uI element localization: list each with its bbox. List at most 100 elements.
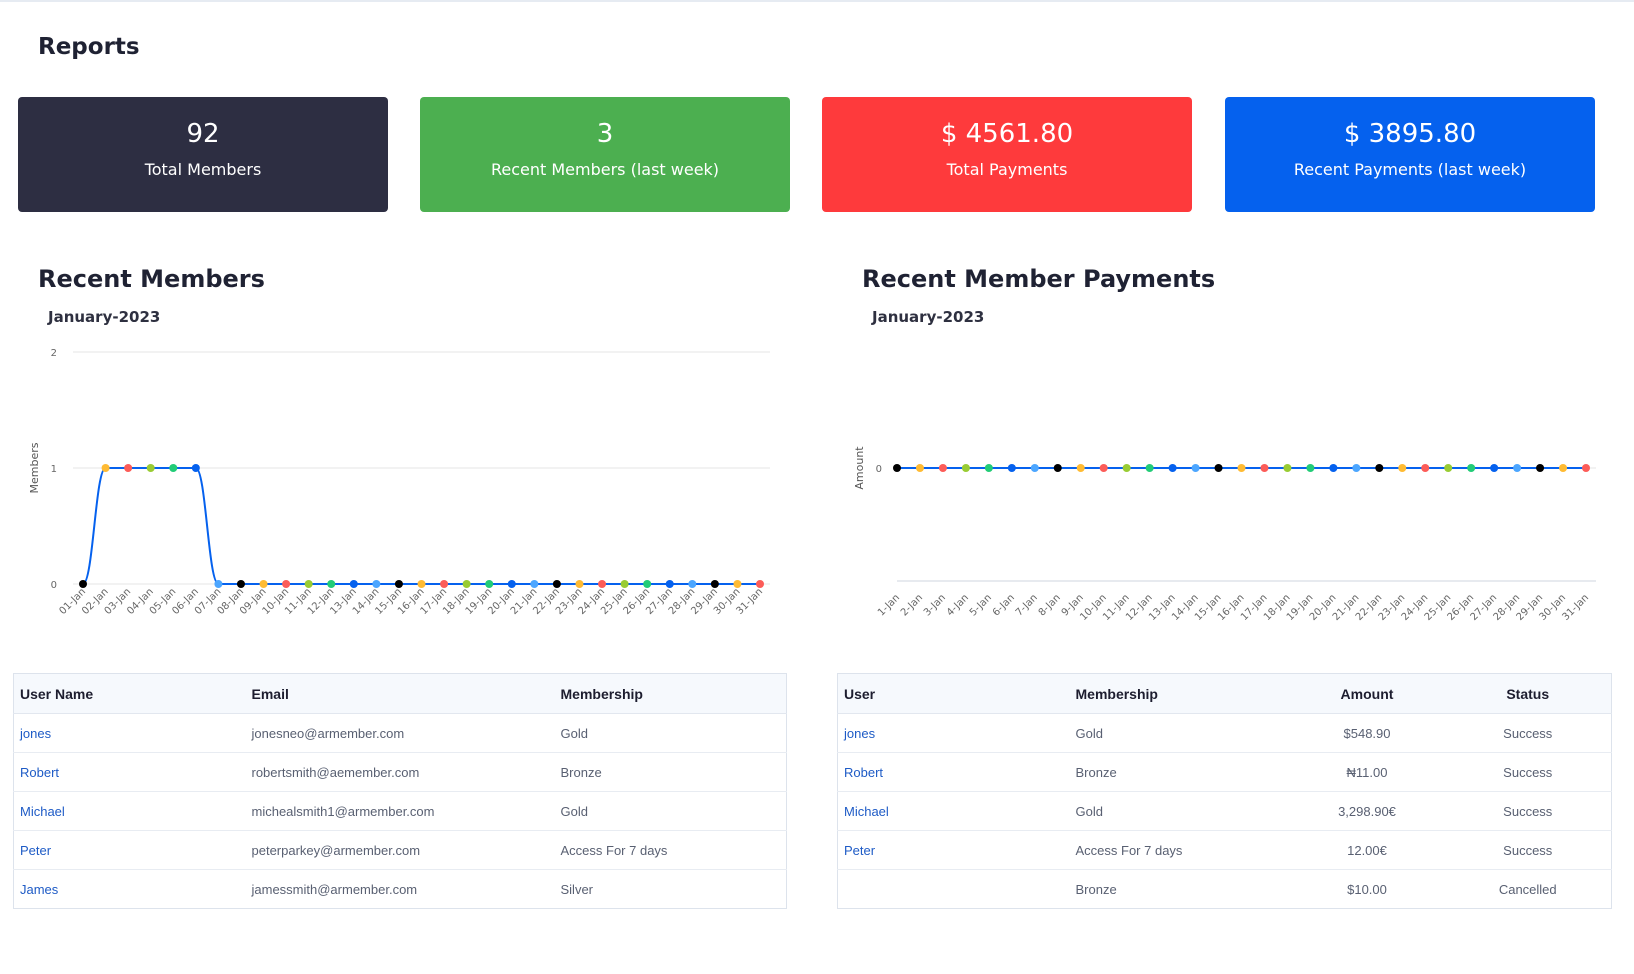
payment-status: Success — [1444, 791, 1612, 831]
recent-members-label: Recent Members (last week) — [490, 160, 720, 179]
data-point — [1559, 464, 1568, 472]
table-header-row: User Membership Amount Status — [837, 673, 1612, 714]
payment-user-link[interactable] — [838, 870, 1070, 909]
member-membership: Access For 7 days — [554, 830, 787, 870]
data-point — [349, 580, 358, 588]
table-row: Peter peterparkey@armember.com Access Fo… — [13, 830, 787, 870]
payment-membership: Gold — [1069, 791, 1290, 831]
y-axis-title: Amount — [853, 446, 866, 490]
data-point — [169, 464, 178, 472]
data-point — [915, 464, 924, 472]
table-row: Robert robertsmith@aemember.com Bronze — [13, 752, 787, 792]
payment-status: Success — [1444, 830, 1612, 870]
payment-user-link[interactable]: Michael — [837, 791, 1070, 831]
data-point — [688, 580, 697, 588]
total-members-label: Total Members — [144, 160, 262, 179]
recent-payments-card: $ 3895.80 Recent Payments (last week) — [1225, 97, 1595, 212]
data-point — [214, 580, 223, 588]
member-user-link[interactable]: Robert — [13, 752, 246, 792]
payment-amount: 3,298.90€ — [1289, 791, 1445, 831]
x-tick-label: 8-Jan — [1037, 592, 1063, 618]
data-point — [1421, 464, 1430, 472]
payments-line-chart: 0 Amount 1-Jan2-Jan3-Jan4-Jan5-Jan6-Jan7-J… — [853, 446, 1596, 623]
data-point — [1398, 464, 1407, 472]
data-point — [394, 580, 403, 588]
member-user-link[interactable]: jones — [13, 713, 246, 753]
data-point — [1444, 464, 1453, 472]
member-user-link[interactable]: Michael — [13, 791, 246, 831]
data-point — [259, 580, 268, 588]
member-user-link[interactable]: James — [20, 881, 59, 897]
data-point — [462, 580, 471, 588]
data-point — [756, 580, 764, 588]
data-point — [1076, 464, 1085, 472]
data-point — [1237, 464, 1246, 472]
data-point — [643, 580, 652, 588]
x-tick-label: 1-Jan — [876, 592, 902, 618]
data-point — [1214, 464, 1223, 472]
recent-members-chart-subtitle: January-2023 — [48, 308, 161, 326]
table-row: jones Gold $548.90 Success — [837, 713, 1612, 753]
data-point — [440, 580, 449, 588]
x-tick-label: 3-Jan — [922, 592, 948, 618]
data-point — [485, 580, 494, 588]
x-tick-label: 31-Jan — [1560, 592, 1591, 623]
column-header-email: Email — [245, 673, 555, 714]
recent-payments-table: User Membership Amount Status jones Gold… — [837, 673, 1612, 909]
table-row: Bronze $10.00 Cancelled — [838, 870, 1612, 909]
member-email: jamessmith@armember.com — [251, 881, 418, 897]
payment-user-link[interactable]: Robert — [837, 752, 1070, 792]
x-tick-label: 2-Jan — [899, 592, 925, 618]
recent-members-card: 3 Recent Members (last week) — [420, 97, 790, 212]
data-point — [304, 580, 313, 588]
table-row: Michael michealsmith1@armember.com Gold — [13, 791, 787, 831]
data-point — [1191, 464, 1200, 472]
column-header-membership: Membership — [554, 673, 787, 714]
payment-membership: Bronze — [1069, 752, 1290, 792]
payment-membership: Gold — [1069, 713, 1290, 753]
data-point — [1490, 464, 1499, 472]
y-tick-label: 2 — [51, 348, 57, 359]
recent-members-value: 3 — [596, 119, 614, 149]
total-members-card: 92 Total Members — [18, 97, 388, 212]
table-row: jones jonesneo@armember.com Gold — [13, 713, 787, 753]
data-point — [101, 464, 110, 472]
data-point — [191, 464, 200, 472]
data-point — [1283, 464, 1292, 472]
payment-user-link[interactable]: Peter — [837, 830, 1070, 870]
table-header-row: User Name Email Membership — [13, 673, 787, 714]
data-point — [1467, 464, 1476, 472]
payment-user-link[interactable]: jones — [837, 713, 1070, 753]
payment-status: Success — [1444, 752, 1612, 792]
member-user-link[interactable]: Peter — [13, 830, 246, 870]
x-tick-label: 4-Jan — [945, 592, 971, 618]
table-row: James jamessmith@armember.com Silver — [14, 870, 787, 909]
data-point — [598, 580, 607, 588]
data-point — [1536, 464, 1545, 472]
payment-membership: Access For 7 days — [1069, 830, 1290, 870]
recent-payments-label: Recent Payments (last week) — [1293, 160, 1527, 179]
data-point — [1122, 464, 1131, 472]
data-point — [1582, 464, 1590, 472]
data-point — [1306, 464, 1315, 472]
data-point — [507, 580, 516, 588]
total-members-value: 92 — [186, 119, 220, 149]
data-point — [530, 580, 539, 588]
data-point — [124, 464, 133, 472]
column-header-status: Status — [1444, 673, 1612, 714]
payment-status: Cancelled — [1498, 881, 1557, 897]
member-email: jonesneo@armember.com — [245, 713, 555, 753]
total-payments-card: $ 4561.80 Total Payments — [822, 97, 1192, 212]
member-email: michealsmith1@armember.com — [245, 791, 555, 831]
y-tick-label: 0 — [51, 580, 57, 591]
data-point — [733, 580, 742, 588]
data-point — [1352, 464, 1361, 472]
member-membership: Bronze — [554, 752, 787, 792]
data-point — [893, 464, 901, 472]
payment-membership: Bronze — [1075, 881, 1117, 897]
data-point — [146, 464, 155, 472]
recent-payments-value: $ 3895.80 — [1343, 119, 1477, 149]
recent-members-table: User Name Email Membership jones jonesne… — [13, 673, 787, 909]
data-point — [282, 580, 291, 588]
member-membership: Gold — [554, 791, 787, 831]
